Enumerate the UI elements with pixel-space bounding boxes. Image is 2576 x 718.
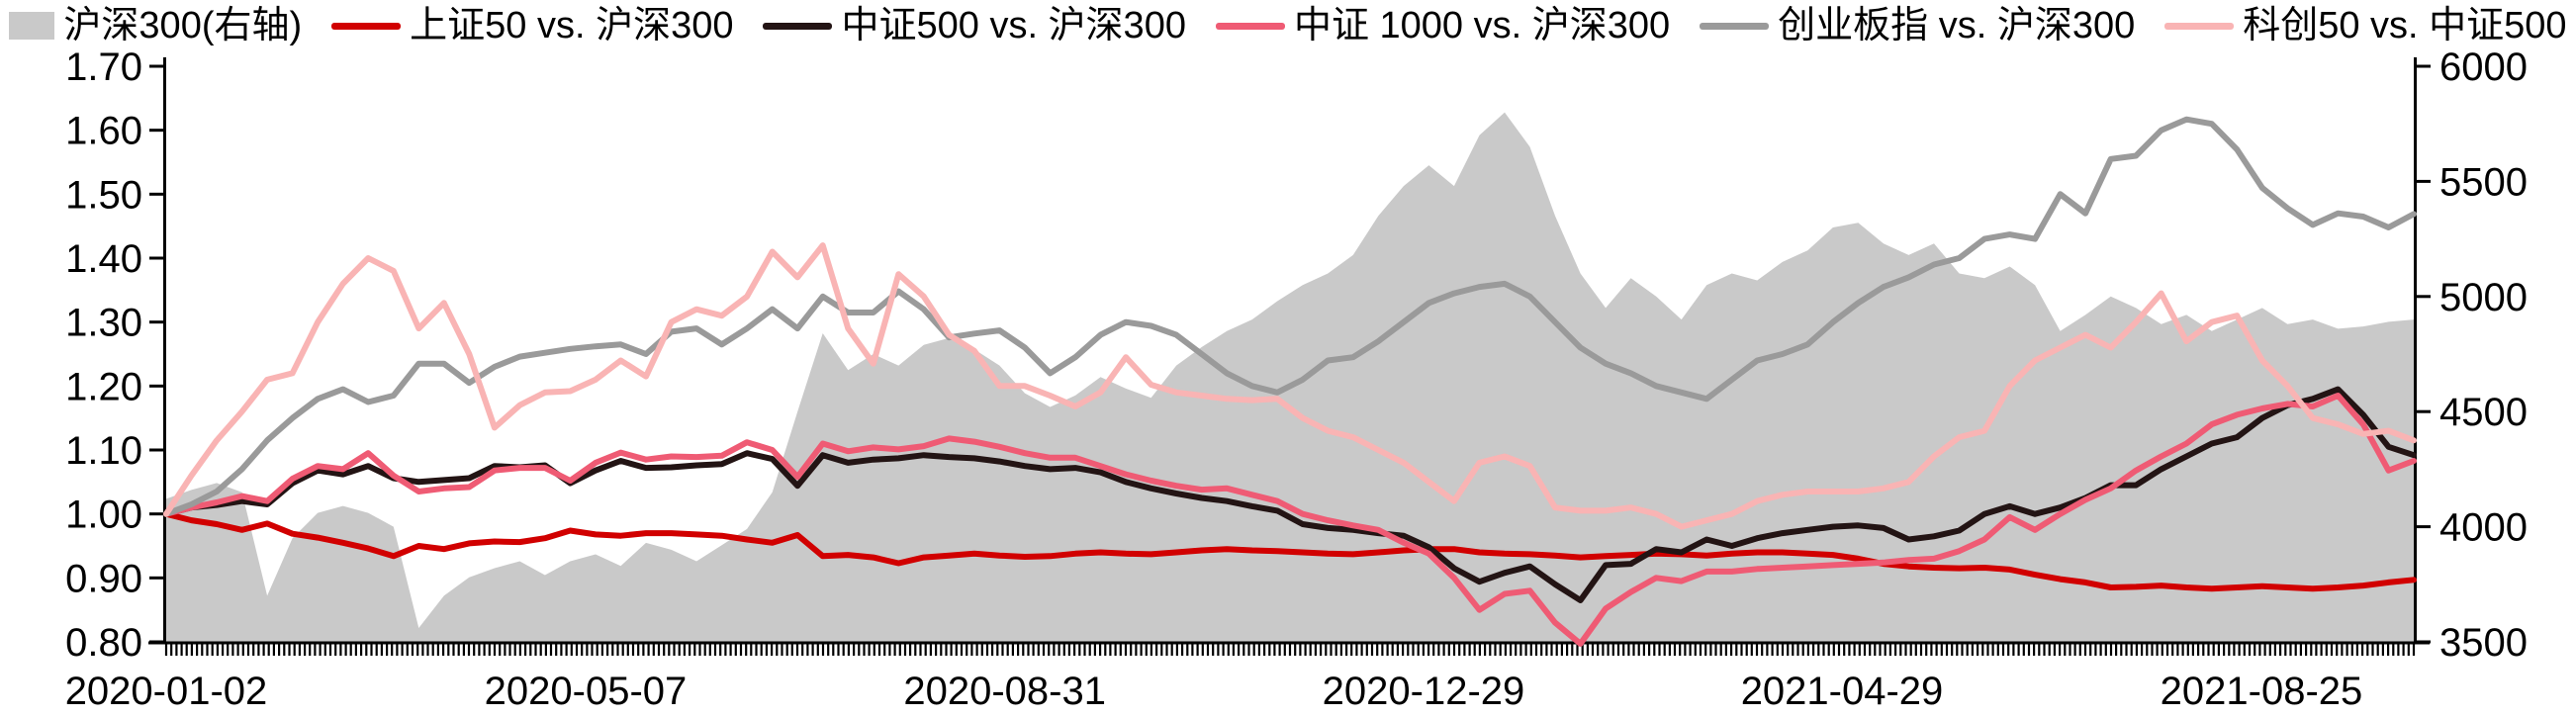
legend-label: 沪深300(右轴) <box>63 5 303 46</box>
y-left-tick-label: 1.70 <box>65 45 142 89</box>
y-right-tick-label: 5500 <box>2439 160 2528 204</box>
series-sz50-line <box>163 510 2417 592</box>
x-tick-label: 2020-05-07 <box>485 670 688 713</box>
legend-item-cyb[interactable]: 创业板指 vs. 沪深300 <box>1700 3 2135 48</box>
line-swatch-icon <box>331 22 402 30</box>
y-right-tick-label: 4500 <box>2439 391 2528 434</box>
line-swatch-icon <box>1700 22 1770 30</box>
x-axis-minor-ticks <box>164 644 2416 656</box>
x-tick-label: 2021-08-25 <box>2161 670 2363 713</box>
line-swatch-icon <box>2164 22 2235 30</box>
legend-item-sz50[interactable]: 上证50 vs. 沪深300 <box>331 3 733 48</box>
y-left-tick-label: 1.60 <box>65 110 142 153</box>
y-left-tick-label: 1.40 <box>65 237 142 281</box>
y-right-tick-label: 4000 <box>2439 506 2528 550</box>
y-left-tick-label: 0.90 <box>65 557 142 600</box>
legend-item-zz1000[interactable]: 中证 1000 vs. 沪深300 <box>1215 3 1671 48</box>
area-swatch-icon <box>9 12 55 40</box>
legend: 沪深300(右轴) 上证50 vs. 沪深300 中证500 vs. 沪深300 中证… <box>0 2 2576 49</box>
legend-item-hs300[interactable]: 沪深300(右轴) <box>9 3 302 48</box>
y-left-tick-label: 0.80 <box>65 621 142 665</box>
y-right-tick-label: 3500 <box>2439 621 2528 665</box>
legend-label: 创业板指 vs. 沪深300 <box>1778 5 2136 46</box>
legend-label: 中证500 vs. 沪深300 <box>841 5 1186 46</box>
legend-label: 科创50 vs. 中证500 <box>2243 5 2567 46</box>
line-swatch-icon <box>763 22 833 30</box>
x-tick-label: 2020-08-31 <box>903 670 1106 713</box>
y-left-tick-label: 1.00 <box>65 494 142 537</box>
series-zz1000-line <box>163 393 2417 647</box>
legend-item-zz500[interactable]: 中证500 vs. 沪深300 <box>763 3 1186 48</box>
x-tick-label: 2020-01-02 <box>65 670 268 713</box>
y-left-tick-label: 1.10 <box>65 429 142 473</box>
y-left-tick-label: 1.30 <box>65 302 142 345</box>
legend-label: 上证50 vs. 沪深300 <box>410 5 734 46</box>
x-tick-label: 2021-04-29 <box>1741 670 1944 713</box>
legend-item-kc50[interactable]: 科创50 vs. 中证500 <box>2164 3 2567 48</box>
x-tick-label: 2020-12-29 <box>1323 670 1525 713</box>
series-kc50-line <box>163 242 2417 530</box>
y-right-tick-label: 5000 <box>2439 276 2528 319</box>
y-left-tick-label: 1.20 <box>65 365 142 408</box>
series-hs300-area <box>166 112 2414 644</box>
y-left-tick-label: 1.50 <box>65 173 142 217</box>
y-right-tick-label: 6000 <box>2439 45 2528 89</box>
series-cyb-line <box>163 116 2417 517</box>
legend-label: 中证 1000 vs. 沪深300 <box>1293 5 1671 46</box>
line-swatch-icon <box>1215 22 1285 30</box>
